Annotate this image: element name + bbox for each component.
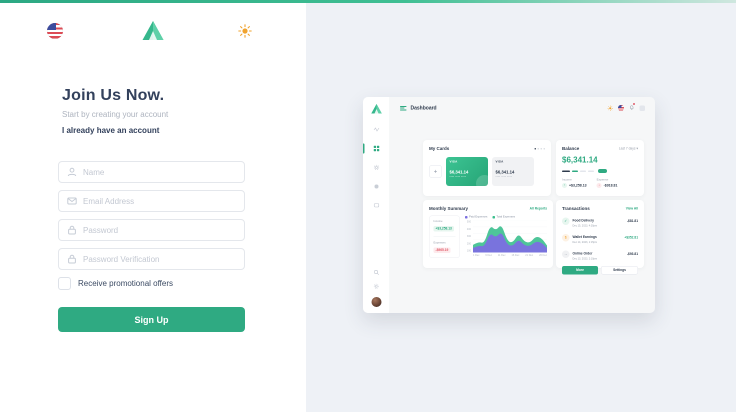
password-input[interactable]: [83, 225, 236, 235]
preview-sidebar: [363, 97, 390, 313]
envelope-icon: [67, 197, 77, 205]
password-field[interactable]: [58, 219, 245, 241]
password-verification-input[interactable]: [83, 254, 236, 264]
arrow-down-icon: ↓: [596, 183, 602, 188]
apps-icon: [639, 105, 645, 111]
gear-icon: [373, 283, 379, 289]
monthly-summary-card: Monthly Summary All Reports Income +$3,2…: [423, 200, 553, 268]
bank-card: VISA $6,341.14 **** **** ****: [492, 157, 534, 186]
balance-amount: $6,341.14: [562, 156, 598, 165]
chart-x-axis: 1 Dec 6 Dec 11 Dec 16 Dec 21 Dec 26 Dec: [473, 254, 547, 257]
monthly-expenses: -$965.19: [433, 247, 451, 253]
dashboard-grid-icon: [363, 143, 390, 154]
card-amount: $6,341.14: [449, 169, 469, 175]
transaction-row: $ Wallet Earnings Dec 14, 2023, 1:15pm +$…: [562, 232, 638, 244]
bank-card: VISA $6,341.14 **** **** ****: [446, 157, 488, 186]
chart-y-axis: 500 400 300 200 100: [466, 220, 471, 253]
page-subtitle: Start by creating your account: [62, 110, 169, 119]
pagination-dots: [534, 147, 545, 150]
sign-up-button[interactable]: Sign Up: [58, 307, 245, 332]
gear-icon: [363, 164, 390, 171]
range-dropdown: Last 7 days ▾: [618, 147, 638, 151]
promo-label: Receive promotional offers: [78, 279, 174, 288]
hamburger-icon: [400, 105, 407, 111]
signup-panel: Join Us Now. Start by creating your acco…: [0, 3, 306, 412]
transactions-card: Transactions View All ✓ Food Delivery Dec…: [556, 200, 644, 275]
all-reports-link: All Reports: [529, 206, 547, 211]
monthly-chart: Paid Expenses Total Expenses 500 400 300 2…: [465, 216, 547, 259]
settings-button: Settings: [601, 266, 638, 275]
person-icon: [67, 167, 77, 177]
preview-title: Dashboard: [410, 105, 437, 111]
balance-progress: [562, 169, 638, 173]
transaction-row: → Online Order Dec 13, 2023, 2:10pm -$93.…: [562, 250, 638, 261]
balance-card: Balance Last 7 days ▾ $6,341.14 Income ↑…: [556, 140, 644, 196]
name-field[interactable]: [58, 161, 245, 183]
wallet-icon: [363, 183, 390, 190]
search-icon: [373, 269, 379, 276]
email-input[interactable]: [83, 196, 236, 206]
promo-row: Receive promotional offers: [58, 277, 245, 290]
lock-icon: [68, 225, 76, 235]
my-cards-title: My Cards: [429, 146, 450, 151]
logo-triangle-icon: [142, 21, 164, 40]
chat-icon: [363, 202, 390, 209]
bell-icon: [629, 103, 635, 113]
transaction-row: ✓ Food Delivery Dec 15, 2023, 4:30pm -$81…: [562, 215, 638, 228]
legend-paid-expenses: Paid Expenses: [465, 216, 487, 219]
signup-form: Receive promotional offers Sign Up: [58, 161, 245, 332]
card-amount: $6,341.14: [495, 169, 515, 175]
add-card-button: +: [429, 165, 442, 178]
preview-nav: [363, 126, 390, 209]
activity-icon: [363, 126, 390, 133]
preview-topbar: Dashboard: [390, 97, 655, 119]
us-flag-icon[interactable]: [47, 23, 63, 39]
top-accent-bar: [0, 0, 736, 3]
monthly-chart-svg: [473, 220, 547, 253]
lock-icon: [68, 254, 76, 264]
view-all-link: View All: [625, 206, 638, 211]
preview-panel: Dashboard: [306, 3, 736, 412]
sun-icon: [607, 105, 613, 111]
monthly-income: +$3,258.13: [433, 226, 454, 232]
arrow-up-icon: ↑: [562, 183, 567, 188]
email-field[interactable]: [58, 190, 245, 212]
monthly-stat-box: Income +$3,258.13 Expenses -$965.19: [429, 215, 460, 258]
order-icon: →: [562, 250, 570, 258]
avatar: [371, 297, 382, 307]
logo-triangle-icon: [371, 104, 382, 114]
more-button: More: [562, 266, 598, 275]
card-number: **** **** ****: [495, 176, 513, 179]
expense-stat: Expense ↓ -$918.81: [596, 178, 618, 188]
card-number: **** **** ****: [449, 176, 467, 179]
sun-icon[interactable]: [238, 24, 252, 38]
card-brand: VISA: [449, 160, 458, 164]
name-input[interactable]: [83, 167, 236, 177]
login-link[interactable]: I already have an account: [62, 126, 160, 135]
food-delivery-icon: ✓: [562, 217, 570, 225]
my-cards-card: My Cards + VISA $6,341.14 **** **** ****…: [423, 140, 551, 196]
chevron-down-icon: ▾: [636, 147, 638, 151]
dashboard-preview: Dashboard: [363, 97, 655, 313]
page-title: Join Us Now.: [62, 87, 165, 104]
password-verification-field[interactable]: [58, 248, 245, 270]
income-stat: Income ↑ +$3,258.13: [562, 178, 587, 188]
us-flag-icon: [618, 105, 624, 111]
top-icon-row: [0, 20, 306, 44]
preview-sidebar-bottom: [371, 269, 382, 307]
legend-total-expenses: Total Expenses: [492, 216, 515, 219]
promo-checkbox[interactable]: [58, 277, 71, 290]
balance-title: Balance: [562, 146, 580, 151]
card-brand: VISA: [495, 160, 504, 164]
earnings-icon: $: [562, 234, 570, 242]
transactions-title: Transactions: [562, 206, 590, 211]
monthly-title: Monthly Summary: [429, 206, 469, 211]
